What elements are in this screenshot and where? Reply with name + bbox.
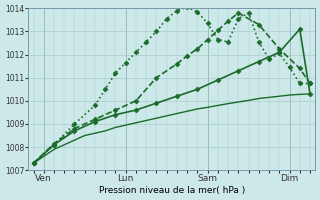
X-axis label: Pression niveau de la mer( hPa ): Pression niveau de la mer( hPa ) bbox=[99, 186, 245, 195]
